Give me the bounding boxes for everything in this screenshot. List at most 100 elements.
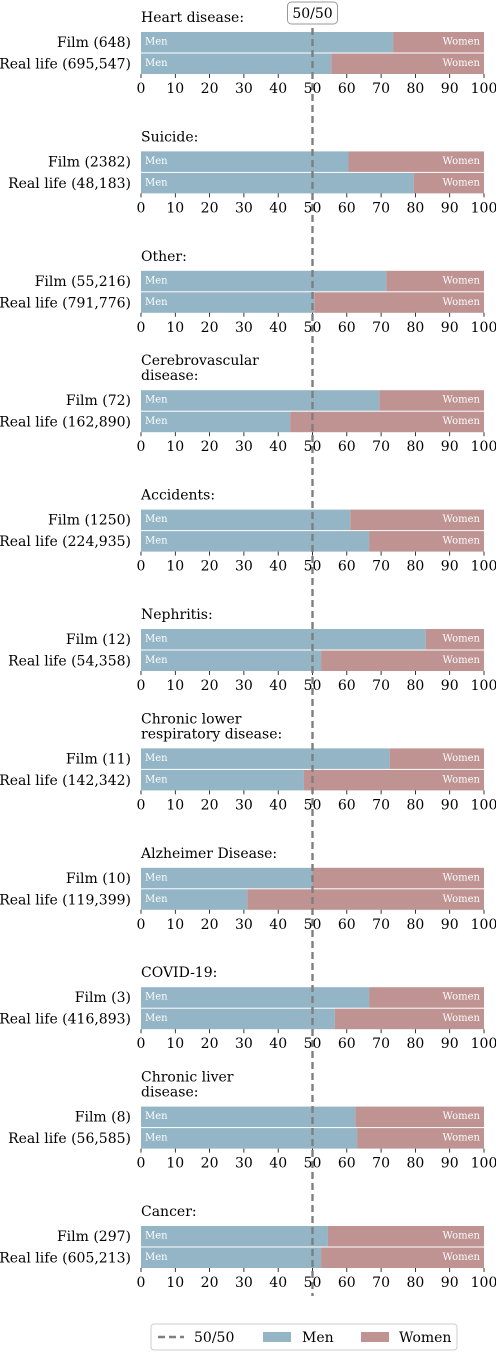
x-tick-label: 100 <box>471 917 496 933</box>
women-bar <box>357 1128 484 1149</box>
x-tick-label: 0 <box>137 559 146 575</box>
panel-title: Accidents: <box>140 488 215 504</box>
x-tick-label: 70 <box>372 81 390 97</box>
x-tick-label: 80 <box>406 678 424 694</box>
x-tick-label: 60 <box>338 1275 356 1291</box>
panel-title: Suicide: <box>141 129 198 145</box>
women-bar <box>247 889 484 910</box>
x-tick-label: 60 <box>338 797 356 813</box>
women-bar <box>331 53 484 74</box>
men-bar <box>141 1226 328 1247</box>
men-segment-label: Men <box>145 536 168 547</box>
x-tick-label: 10 <box>166 320 184 336</box>
x-tick-label: 80 <box>406 559 424 575</box>
men-segment-label: Men <box>145 634 168 645</box>
women-segment-label: Women <box>443 275 481 286</box>
men-segment-label: Men <box>145 774 168 785</box>
x-tick-label: 0 <box>137 439 146 455</box>
panel-title: Other: <box>141 249 187 265</box>
row-label: Film (55,216) <box>35 274 131 290</box>
x-tick-label: 30 <box>235 797 253 813</box>
x-tick-label: 20 <box>201 1275 219 1291</box>
x-tick-label: 70 <box>372 917 390 933</box>
women-segment-label: Women <box>443 156 481 167</box>
men-segment-label: Men <box>145 156 168 167</box>
panel-title: Chronic liver <box>141 1070 234 1086</box>
men-bar <box>141 650 322 671</box>
x-tick-label: 80 <box>406 200 424 216</box>
women-segment-label: Women <box>443 894 481 905</box>
row-label: Real life (48,183) <box>8 176 131 192</box>
x-tick-label: 40 <box>269 320 287 336</box>
men-segment-label: Men <box>145 1231 168 1242</box>
row-label: Real life (119,399) <box>0 892 131 908</box>
row-label: Film (2382) <box>48 154 131 170</box>
men-bar <box>141 411 291 433</box>
x-tick-label: 20 <box>201 81 219 97</box>
women-segment-label: Women <box>443 753 481 764</box>
x-tick-label: 90 <box>441 1036 459 1052</box>
x-tick-label: 10 <box>166 200 184 216</box>
men-bar <box>141 769 304 791</box>
men-bar <box>141 151 349 172</box>
women-segment-label: Women <box>443 416 481 427</box>
row-label: Real life (695,547) <box>0 57 131 73</box>
men-bar <box>141 987 370 1008</box>
men-segment-label: Men <box>145 395 168 406</box>
x-tick-label: 100 <box>471 200 496 216</box>
row-label: Film (10) <box>66 871 131 887</box>
x-tick-label: 100 <box>471 797 496 813</box>
x-tick-label: 40 <box>269 81 287 97</box>
x-tick-label: 0 <box>137 1156 146 1172</box>
x-tick-label: 100 <box>471 1156 496 1172</box>
women-bar <box>379 390 484 411</box>
women-segment-label: Women <box>443 58 481 69</box>
x-tick-label: 60 <box>338 559 356 575</box>
panel-title: COVID-19: <box>141 965 217 981</box>
women-bar <box>321 650 484 671</box>
panel-title: respiratory disease: <box>141 726 282 742</box>
men-segment-label: Men <box>145 655 168 666</box>
x-tick-label: 30 <box>235 439 253 455</box>
x-tick-label: 100 <box>471 1275 496 1291</box>
row-label: Real life (142,342) <box>0 773 131 789</box>
men-bar <box>141 748 390 769</box>
x-tick-label: 10 <box>166 917 184 933</box>
men-bar <box>141 867 313 889</box>
x-tick-label: 10 <box>166 559 184 575</box>
women-bar <box>355 1106 484 1128</box>
x-tick-label: 20 <box>201 1156 219 1172</box>
men-segment-label: Men <box>145 514 168 525</box>
men-bar <box>141 509 351 531</box>
men-segment-label: Men <box>145 872 168 883</box>
x-tick-label: 40 <box>269 1036 287 1052</box>
men-segment-label: Men <box>145 416 168 427</box>
legend-label: Men <box>302 1330 334 1346</box>
x-tick-label: 100 <box>471 559 496 575</box>
men-segment-label: Men <box>145 37 168 48</box>
x-tick-label: 60 <box>338 200 356 216</box>
panel-title: Alzheimer Disease: <box>140 846 277 862</box>
women-bar <box>327 1226 484 1247</box>
row-label: Film (648) <box>57 35 131 51</box>
x-tick-label: 50 <box>304 559 322 575</box>
x-tick-label: 90 <box>441 200 459 216</box>
x-tick-label: 30 <box>235 1036 253 1052</box>
x-tick-label: 30 <box>235 200 253 216</box>
panel-title: Cancer: <box>141 1204 197 1220</box>
men-segment-label: Men <box>145 992 168 1003</box>
row-label: Real life (605,213) <box>0 1251 131 1267</box>
x-tick-label: 30 <box>235 559 253 575</box>
women-bar <box>314 292 484 313</box>
men-segment-label: Men <box>145 894 168 905</box>
row-label: Real life (791,776) <box>0 295 131 311</box>
panel-title: disease: <box>141 368 198 384</box>
women-segment-label: Women <box>443 395 481 406</box>
row-label: Film (297) <box>57 1229 131 1245</box>
men-segment-label: Men <box>145 1111 168 1122</box>
row-label: Real life (416,893) <box>0 1012 131 1028</box>
x-tick-label: 40 <box>269 917 287 933</box>
men-bar <box>141 1247 322 1268</box>
women-bar <box>321 1247 484 1268</box>
